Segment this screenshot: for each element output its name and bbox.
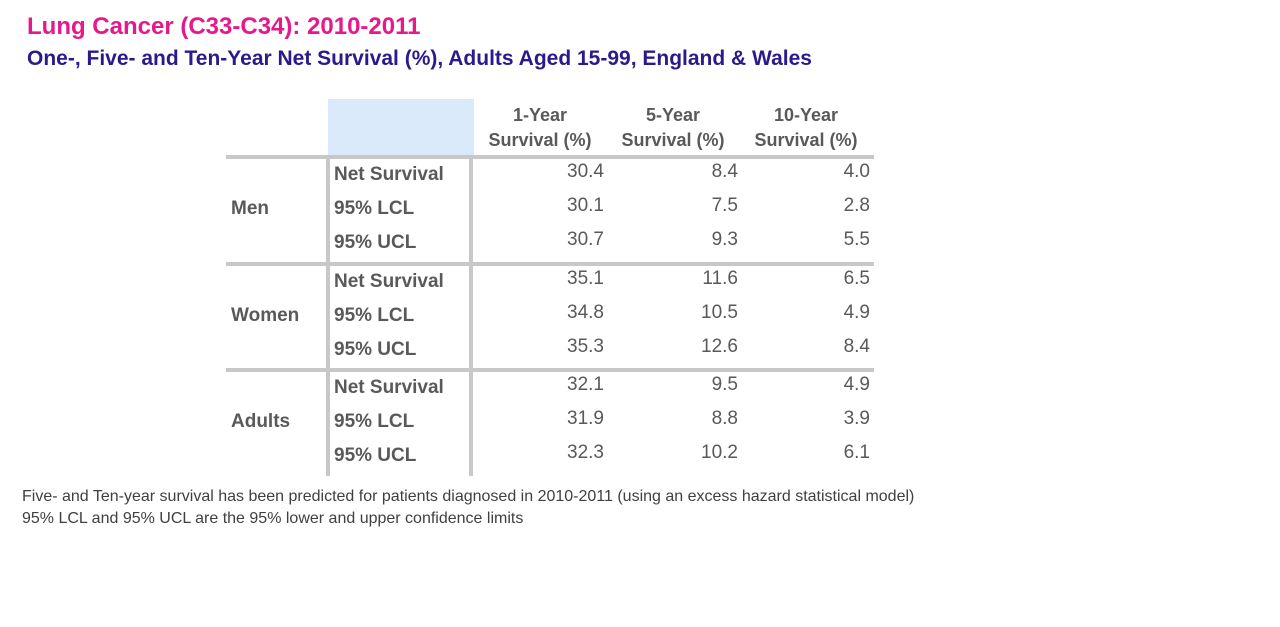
column-divider	[469, 372, 473, 476]
table-cell: 30.4	[567, 161, 604, 182]
group-label: Adults	[231, 411, 291, 432]
column-header-line: Survival (%)	[621, 130, 725, 150]
group-label: Women	[231, 305, 300, 326]
table-cell: 35.3	[567, 336, 604, 357]
group-label: Men	[231, 198, 269, 219]
table-cell: 5.5	[843, 229, 870, 250]
footnote-confidence-limits: 95% LCL and 95% UCL are the 95% lower an…	[22, 510, 524, 527]
row-label: 95% LCL	[334, 198, 415, 219]
table-cell: 10.5	[701, 302, 738, 323]
table-cell: 34.8	[567, 302, 604, 323]
row-label: 95% LCL	[334, 411, 415, 432]
footnote-prediction: Five- and Ten-year survival has been pre…	[22, 488, 915, 505]
table-cell: 35.1	[567, 268, 604, 289]
table-cell: 10.2	[701, 442, 738, 463]
table-cell: 9.3	[711, 229, 738, 250]
table-cell: 4.9	[843, 374, 870, 395]
column-header-line: Survival (%)	[754, 130, 858, 150]
header-shade-cell	[328, 99, 474, 155]
table-cell: 4.9	[843, 302, 870, 323]
chart-title: Lung Cancer (C33-C34): 2010-2011	[27, 13, 421, 40]
group-divider	[226, 368, 874, 372]
column-header-line: 10-Year	[773, 105, 839, 125]
row-label: Net Survival	[334, 271, 444, 292]
row-label: 95% LCL	[334, 305, 415, 326]
table-cell: 4.0	[843, 161, 870, 182]
table-cell: 6.1	[843, 442, 870, 463]
column-header: 10-Year Survival (%)	[741, 103, 871, 153]
table-cell: 11.6	[702, 268, 738, 289]
table-cell: 9.5	[711, 374, 738, 395]
row-label: Net Survival	[334, 164, 444, 185]
table-cell: 2.8	[843, 195, 870, 216]
column-header-line: 5-Year	[645, 105, 701, 125]
column-header-line: Survival (%)	[488, 130, 592, 150]
table-cell: 31.9	[567, 408, 604, 429]
table-cell: 30.7	[567, 229, 604, 250]
row-label: Net Survival	[334, 377, 444, 398]
table-cell: 6.5	[843, 268, 870, 289]
table-cell: 7.5	[711, 195, 738, 216]
table-cell: 32.3	[567, 442, 604, 463]
column-divider	[326, 372, 330, 476]
column-header-line: 1-Year	[512, 105, 568, 125]
group-divider	[226, 262, 874, 266]
column-divider	[469, 159, 473, 262]
row-label: 95% UCL	[334, 445, 417, 466]
table-cell: 8.4	[711, 161, 738, 182]
table-cell: 3.9	[843, 408, 870, 429]
table-cell: 8.4	[843, 336, 870, 357]
column-header: 1-Year Survival (%)	[475, 103, 605, 153]
column-divider	[326, 159, 330, 262]
row-label: 95% UCL	[334, 339, 417, 360]
column-divider	[326, 266, 330, 369]
chart-subtitle: One-, Five- and Ten-Year Net Survival (%…	[27, 47, 812, 70]
table-cell: 12.6	[701, 336, 738, 357]
row-label: 95% UCL	[334, 232, 417, 253]
table-cell: 30.1	[567, 195, 604, 216]
group-divider	[226, 155, 874, 159]
table-cell: 32.1	[567, 374, 604, 395]
column-divider	[469, 266, 473, 369]
column-header: 5-Year Survival (%)	[608, 103, 738, 153]
table-cell: 8.8	[711, 408, 738, 429]
